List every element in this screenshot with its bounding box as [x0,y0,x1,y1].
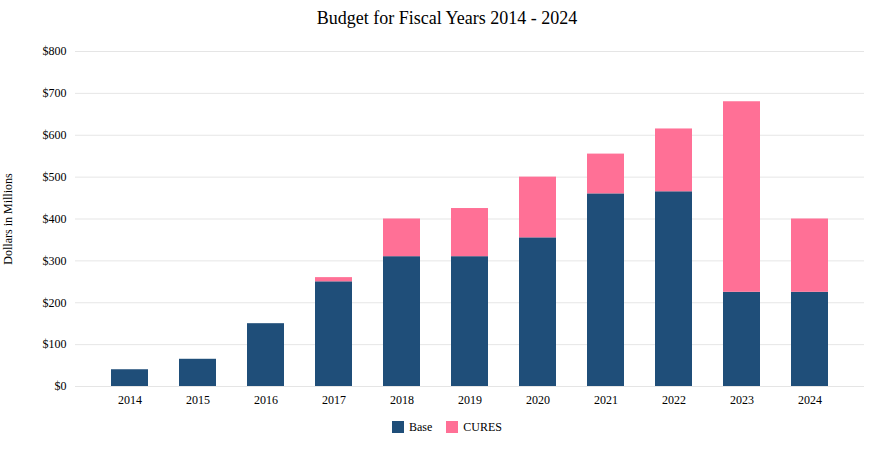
svg-text:2022: 2022 [662,393,686,407]
svg-text:2016: 2016 [254,393,278,407]
svg-text:2014: 2014 [118,393,142,407]
html-text:Budget for Fiscal Years 2014 -: Budget for Fiscal Years 2014 - 2024 [316,8,578,28]
svg-text:2020: 2020 [526,393,550,407]
svg-text:$200: $200 [43,296,67,310]
svg-text:Dollars in Millions: Dollars in Millions [1,173,15,265]
svg-text:$500: $500 [43,170,67,184]
svg-text:2024: 2024 [798,393,822,407]
svg-text:2019: 2019 [458,393,482,407]
svg-text:$700: $700 [43,86,67,100]
svg-text:$300: $300 [43,254,67,268]
svg-text:$100: $100 [43,337,67,351]
svg-text:$400: $400 [43,212,67,226]
svg-text:2021: 2021 [594,393,618,407]
svg-text:2023: 2023 [730,393,754,407]
html-text:Base: Base [409,419,433,434]
html-text:CURES: CURES [463,419,502,434]
svg-text:2017: 2017 [322,393,346,407]
svg-text:$600: $600 [43,128,67,142]
svg-text:$800: $800 [43,44,67,58]
svg-text:2015: 2015 [186,393,210,407]
svg-text:$0: $0 [55,379,67,393]
svg-text:2018: 2018 [390,393,414,407]
